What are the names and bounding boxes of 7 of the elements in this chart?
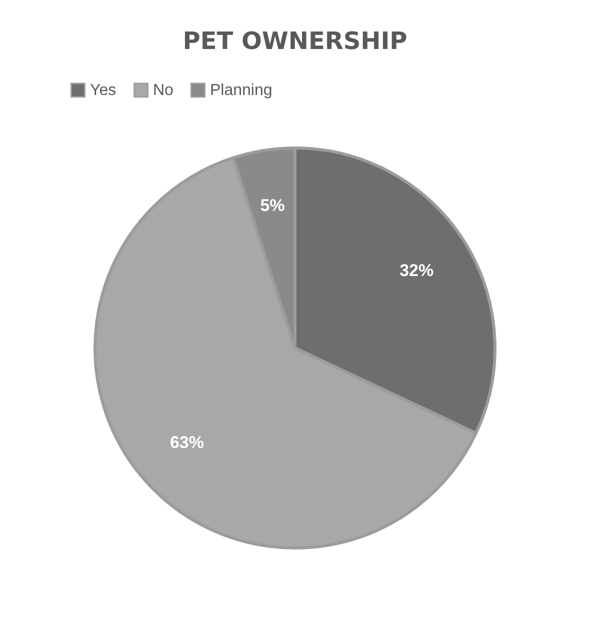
legend-label: Planning: [210, 82, 272, 100]
legend-label: Yes: [90, 82, 116, 100]
data-label: 63%: [170, 433, 204, 452]
legend-label: No: [153, 82, 174, 100]
chart-title: PET OWNERSHIP: [182, 27, 408, 55]
data-label: 5%: [260, 196, 285, 215]
data-label: 32%: [400, 260, 434, 280]
